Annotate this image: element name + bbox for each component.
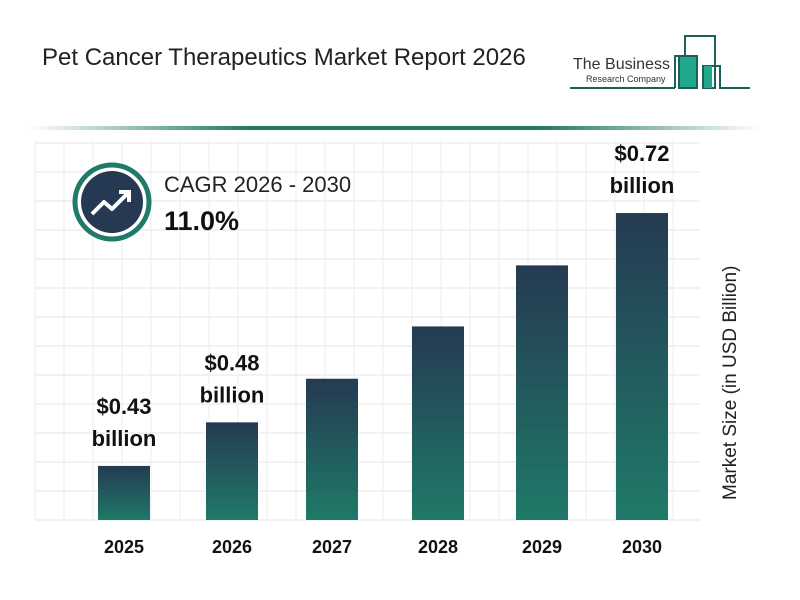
bar-2028 <box>412 326 464 520</box>
cagr-label: CAGR 2026 - 2030 <box>164 172 352 197</box>
bar-2025 <box>98 465 150 520</box>
y-axis-label: Market Size (in USD Billion) <box>720 265 741 500</box>
data-label-value: $0.43 <box>96 394 151 419</box>
cagr-value: 11.0% <box>164 206 240 236</box>
data-label-unit: billion <box>200 382 265 407</box>
data-label-value: $0.48 <box>204 350 259 375</box>
bar-2030 <box>616 213 668 520</box>
company-logo: The Business Research Company <box>570 34 760 94</box>
data-label-value: $0.72 <box>614 141 669 166</box>
x-tick-label: 2030 <box>622 537 662 557</box>
trending-up-icon <box>72 162 152 242</box>
data-label-unit: billion <box>610 173 675 198</box>
bar-2027 <box>306 378 358 520</box>
logo-line2: Research Company <box>586 74 666 84</box>
logo-line1: The Business <box>573 56 670 73</box>
x-tick-label: 2028 <box>418 537 458 557</box>
page-title: Pet Cancer Therapeutics Market Report 20… <box>42 44 526 71</box>
bar-2026 <box>206 422 258 520</box>
x-tick-label: 2026 <box>212 537 252 557</box>
bar-2029 <box>516 265 568 520</box>
x-tick-label: 2025 <box>104 537 144 557</box>
logo-buildings-icon <box>570 35 750 89</box>
data-label-unit: billion <box>92 426 157 451</box>
divider <box>30 126 760 130</box>
x-tick-label: 2027 <box>312 537 352 557</box>
x-tick-label: 2029 <box>522 537 562 557</box>
